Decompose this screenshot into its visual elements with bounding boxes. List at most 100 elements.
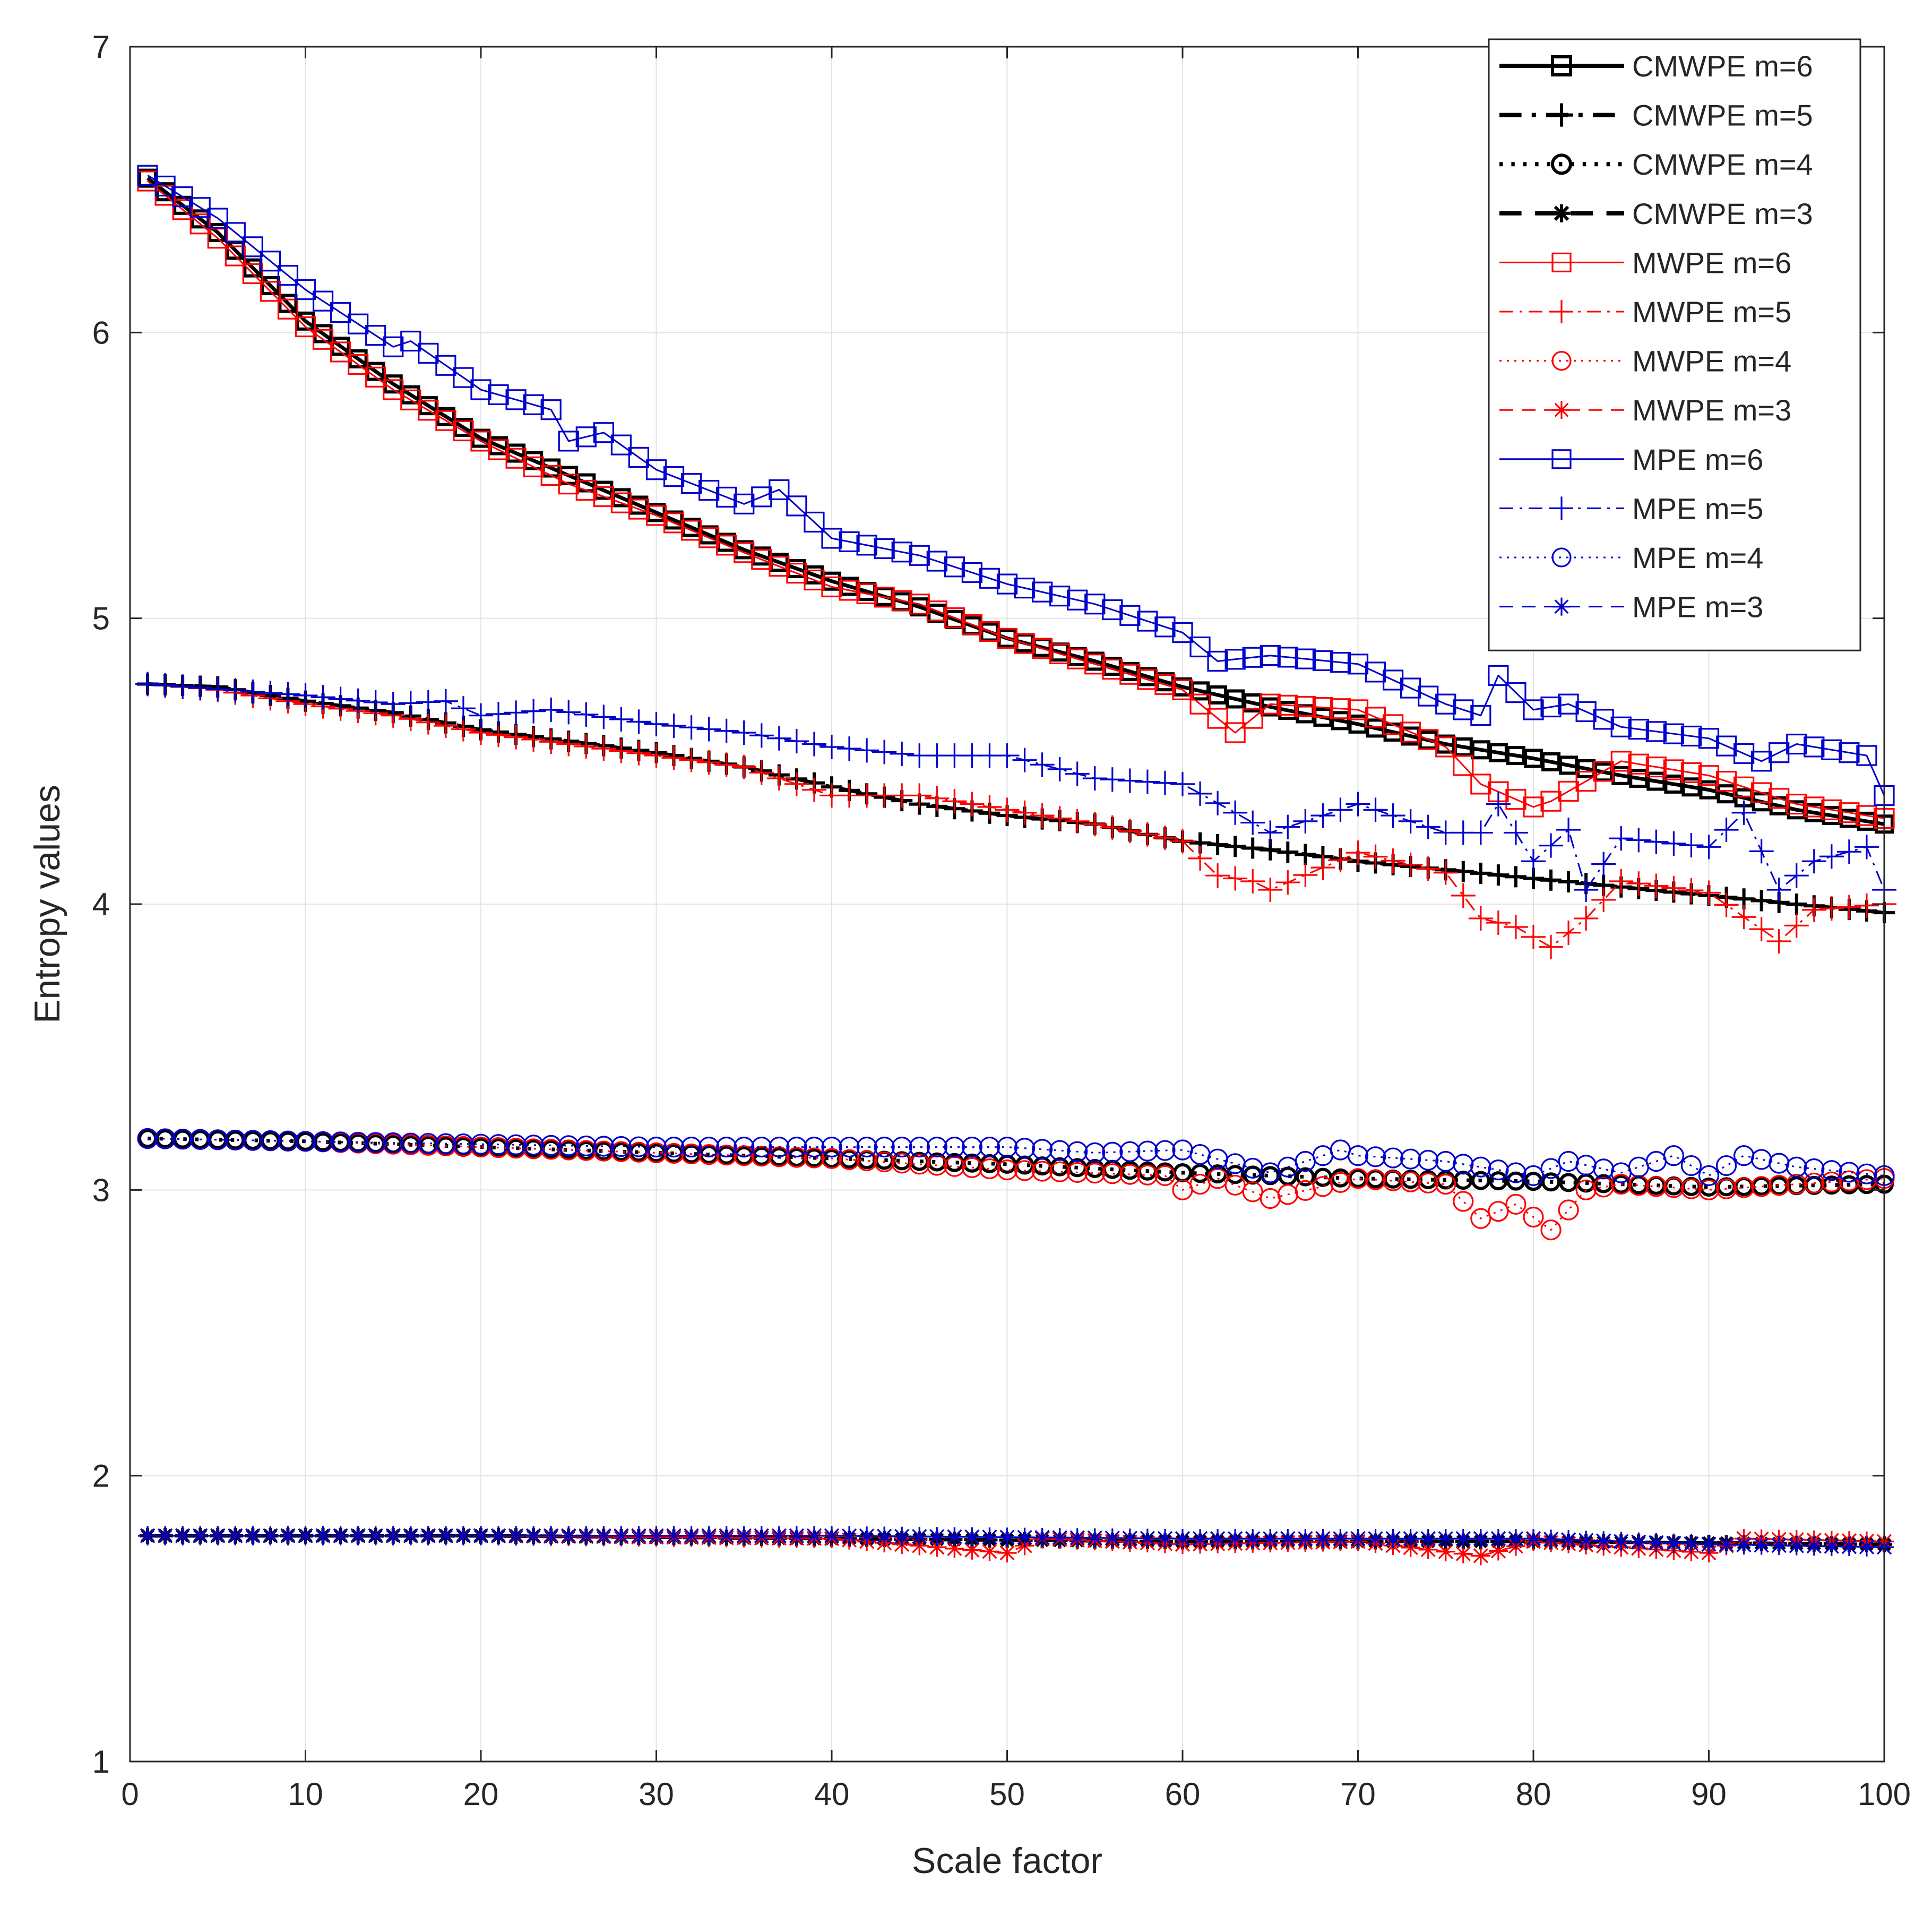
series-point	[804, 1147, 825, 1169]
series-point	[839, 1149, 860, 1170]
series-point	[749, 723, 774, 748]
series-point	[226, 1526, 245, 1545]
series-point	[769, 1136, 790, 1158]
series-point	[1295, 695, 1316, 717]
legend-entry: MWPE m=3	[1499, 393, 1791, 427]
series-point	[1558, 1199, 1579, 1221]
series-point	[575, 479, 597, 501]
series-point	[521, 699, 546, 724]
series-point	[1524, 749, 1543, 768]
series-point	[401, 1526, 420, 1545]
series-point	[1769, 1175, 1790, 1196]
series-point	[996, 628, 1018, 649]
series-point	[1698, 728, 1720, 749]
series-point	[398, 691, 423, 716]
series-point	[505, 448, 527, 469]
series-point	[1363, 844, 1388, 869]
series-point	[505, 1134, 527, 1155]
series-point	[242, 263, 263, 285]
series-point	[1769, 1536, 1789, 1556]
series-point	[1540, 696, 1562, 718]
series-point	[1067, 1141, 1088, 1162]
series-point	[837, 736, 862, 761]
series-point	[1050, 1528, 1070, 1548]
series-point	[1261, 1529, 1280, 1549]
series-point	[839, 531, 860, 552]
series-point	[295, 279, 316, 300]
series-point	[874, 587, 895, 608]
series-point	[383, 1526, 403, 1545]
series-point	[626, 741, 651, 766]
series-point	[556, 732, 581, 757]
series-point	[1312, 697, 1333, 718]
legend-marker	[1551, 547, 1572, 568]
series-point	[575, 426, 597, 448]
series-point	[1804, 736, 1825, 758]
series-point	[1084, 594, 1106, 615]
series-point	[699, 1526, 719, 1545]
series-point	[646, 1526, 666, 1545]
series-point	[295, 316, 316, 338]
legend-entry: MWPE m=4	[1499, 345, 1791, 378]
series-point	[1082, 766, 1107, 791]
x-tick-label: 0	[121, 1776, 139, 1812]
series-point	[1787, 1536, 1806, 1556]
series-point	[591, 705, 616, 729]
series-point	[1260, 645, 1281, 666]
series-point	[945, 1527, 964, 1547]
series-point	[1243, 1529, 1263, 1549]
series-point	[225, 1129, 246, 1151]
series-point	[804, 1136, 825, 1158]
series-point	[645, 1136, 667, 1158]
series-point	[1453, 699, 1474, 720]
series-point	[188, 675, 213, 700]
series-point	[523, 1135, 544, 1156]
series-point	[1540, 869, 1562, 891]
series-point	[1804, 796, 1825, 818]
series-point	[1488, 665, 1509, 686]
series-point	[1401, 1529, 1420, 1549]
series-point	[1102, 1528, 1122, 1548]
series-point	[156, 1526, 175, 1545]
series-point	[1541, 1172, 1561, 1192]
series-point	[1170, 829, 1195, 854]
series-point	[1503, 820, 1528, 845]
series-point	[751, 549, 772, 570]
legend-marker	[1550, 300, 1573, 323]
series-point	[1854, 835, 1879, 860]
series-point	[1119, 1164, 1141, 1185]
series-point	[541, 1526, 561, 1545]
series-point	[628, 446, 650, 468]
series-point	[1628, 753, 1649, 775]
series-point	[331, 1526, 350, 1545]
series-point	[1488, 1541, 1508, 1561]
series-point	[892, 1526, 912, 1546]
series-point	[1751, 1176, 1772, 1197]
series-point	[223, 678, 248, 703]
series-point	[1137, 1528, 1157, 1548]
series-point	[1715, 770, 1737, 792]
series-point	[1575, 701, 1597, 723]
series-point	[1313, 1167, 1333, 1187]
series-point	[696, 717, 721, 742]
series-point	[769, 1146, 790, 1167]
legend-marker	[1551, 449, 1572, 469]
series-point	[348, 1526, 368, 1545]
series-point	[1664, 774, 1684, 794]
series-point	[591, 736, 616, 761]
series-point	[365, 325, 386, 346]
series-point	[1435, 736, 1456, 758]
series-point	[1085, 1528, 1105, 1548]
series-point	[1645, 756, 1667, 778]
series-point	[856, 1136, 877, 1158]
series-point	[1137, 611, 1158, 632]
series-point	[312, 1131, 334, 1152]
series-point	[1137, 1140, 1158, 1162]
series-point	[172, 186, 193, 208]
series-point	[1137, 669, 1158, 690]
series-point	[679, 748, 704, 772]
series-point	[433, 689, 458, 714]
series-point	[997, 1527, 1017, 1547]
series-point	[1191, 1529, 1210, 1549]
series-point	[470, 431, 491, 452]
